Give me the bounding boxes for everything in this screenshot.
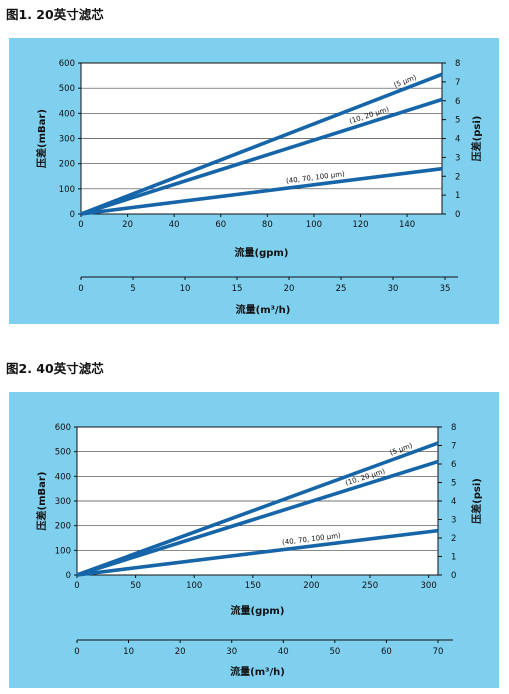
x-axis-label: 流量(gpm) [231,604,285,617]
series-line [80,97,443,216]
x-tick-label: 150 [245,581,261,591]
x2-tick-label: 10 [180,284,191,294]
y-tick-label: 0 [70,210,75,220]
x-tick-label: 140 [399,220,415,230]
y2-tick-label: 8 [451,423,456,433]
y2-tick-label: 2 [455,172,460,182]
x2-tick-label: 15 [232,284,243,294]
chart-panel-2: 0 100 200 300 400 500 600 0 50 100 150 200 250 300 0 1 2… [9,392,499,688]
y2-tick-label: 8 [455,59,460,69]
y2-tick-label: 6 [455,97,460,107]
y-tick-label: 500 [59,84,75,94]
x-tick-label: 250 [362,581,378,591]
x-tick-label: 0 [78,220,83,230]
y2-axis-label: 压差(psi) [470,478,483,524]
figure-2-title: 图2. 40英寸滤芯 [6,361,104,376]
y2-tick-label: 0 [455,210,460,220]
y2-tick-label: 4 [455,135,460,145]
y-tick-label: 200 [59,160,75,170]
x-tick-label: 80 [262,220,273,230]
y-tick-label: 300 [59,135,75,145]
chart-panel-1: 0 100 200 300 400 500 600 0 20 40 60 80 100 120 140 0 1 2… [9,38,499,324]
x2-tick-label: 20 [175,647,186,657]
x2-tick-label: 0 [74,647,79,657]
x-tick-label: 120 [352,220,368,230]
x2-tick-label: 10 [123,647,134,657]
x2-tick-label: 70 [433,647,444,657]
y2-tick-label: 3 [455,153,460,163]
x-tick-label: 60 [215,220,226,230]
x2-tick-label: 35 [440,284,451,294]
y-tick-label: 400 [55,472,71,482]
y2-tick-label: 2 [451,534,456,544]
x2-axis-label: 流量(m³/h) [230,665,285,678]
x2-tick-label: 40 [278,647,289,657]
series-line [80,72,443,216]
x2-tick-label: 60 [381,647,392,657]
y2-tick-label: 7 [455,78,460,88]
series-line [76,459,439,577]
x-tick-label: 100 [186,581,202,591]
series-line [76,528,439,577]
x2-tick-label: 25 [336,284,347,294]
y2-tick-label: 7 [451,442,456,452]
x-tick-label: 100 [306,220,322,230]
x-axis-label: 流量(gpm) [235,246,289,259]
x2-tick-label: 30 [226,647,237,657]
y-axis-label: 压差(mBar) [35,472,48,531]
y2-tick-label: 6 [451,460,456,470]
series-line [80,166,443,216]
y2-tick-label: 3 [451,516,456,526]
x-tick-label: 300 [421,581,437,591]
figure-1-title: 图1. 20英寸滤芯 [6,7,104,22]
x-tick-label: 40 [169,220,180,230]
y-tick-label: 500 [55,448,71,458]
x2-tick-label: 50 [329,647,340,657]
x2-axis-label: 流量(m³/h) [236,303,291,316]
y2-tick-label: 5 [451,479,456,489]
x2-tick-label: 5 [130,284,135,294]
y-tick-label: 0 [66,571,71,581]
y2-tick-label: 1 [455,191,460,201]
x-tick-label: 20 [122,220,133,230]
y-tick-label: 400 [59,109,75,119]
x-tick-label: 200 [303,581,319,591]
series-line [76,441,439,577]
x2-tick-label: 0 [78,284,83,294]
y2-tick-label: 0 [451,571,456,581]
x2-tick-label: 30 [388,284,399,294]
y-tick-label: 200 [55,522,71,532]
y-axis-label: 压差(mBar) [35,109,48,168]
y-tick-label: 100 [55,546,71,556]
x2-tick-label: 20 [284,284,295,294]
x-tick-label: 50 [130,581,141,591]
y-tick-label: 600 [55,423,71,433]
y-tick-label: 600 [59,59,75,69]
y2-tick-label: 1 [451,553,456,563]
y-tick-label: 300 [55,497,71,507]
y2-tick-label: 4 [451,497,456,507]
x-tick-label: 0 [74,581,79,591]
y-tick-label: 100 [59,185,75,195]
y2-axis-label: 压差(psi) [470,116,483,162]
y2-tick-label: 5 [455,116,460,126]
